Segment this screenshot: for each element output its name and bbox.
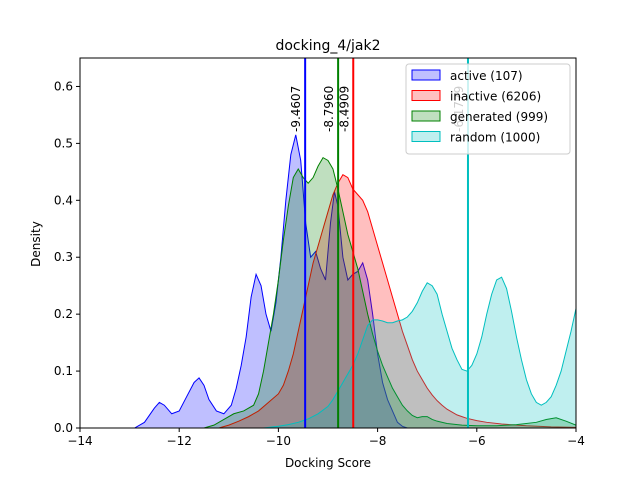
legend-label-0: active (107) — [450, 69, 523, 83]
mean-label-1: -8.4909 — [337, 86, 351, 132]
legend-label-3: random (1000) — [450, 131, 540, 145]
density-areas — [134, 134, 576, 428]
legend-swatch-3 — [411, 131, 441, 142]
plot-frame — [79, 57, 577, 429]
density-fill-2 — [204, 157, 576, 428]
legend-box — [405, 63, 571, 155]
y-tick-label-5: 0.5 — [54, 136, 73, 150]
x-tick-label-4: −6 — [468, 434, 486, 448]
density-line-0 — [134, 134, 408, 428]
density-line-3 — [263, 276, 576, 428]
y-tick-label-1: 0.1 — [54, 364, 73, 378]
legend-swatch-0 — [411, 69, 441, 81]
y-tick-label-2: 0.2 — [54, 307, 73, 321]
mean-label-0: -9.4607 — [289, 86, 303, 132]
density-fill-0 — [134, 134, 408, 428]
legend-label-1: inactive (6206) — [450, 90, 541, 104]
y-tick-label-3: 0.3 — [54, 250, 73, 264]
x-axis-label: Docking Score — [285, 456, 371, 470]
legend-label-2: generated (999) — [450, 110, 548, 124]
chart-title: docking_4/jak2 — [275, 38, 380, 54]
legend-swatch-2 — [411, 110, 441, 122]
x-tick-label-5: −4 — [567, 434, 585, 448]
legend: active (107) inactive (6206) generated (99… — [405, 63, 571, 155]
y-tick-label-0: 0.0 — [54, 421, 73, 435]
density-fill-1 — [218, 174, 576, 428]
density-line-2 — [203, 156, 576, 428]
x-tick-label-2: −10 — [266, 434, 291, 448]
y-tick-label-6: 0.6 — [54, 79, 73, 93]
mean-label-2: -8.7960 — [322, 86, 336, 132]
density-line-1 — [218, 174, 576, 428]
density-fill-3 — [263, 277, 576, 428]
legend-swatch-1 — [411, 90, 441, 101]
y-tick-label-4: 0.4 — [54, 193, 73, 207]
axes: −14 −12 −10 −8 −6 −4 0.0 0.1 0.2 0.3 0.4 0.5 0.6 — [54, 57, 585, 448]
x-tick-label-3: −8 — [369, 434, 387, 448]
x-tick-label-0: −14 — [67, 434, 92, 448]
x-tick-label-1: −12 — [167, 434, 192, 448]
y-axis-label: Density — [29, 221, 43, 267]
